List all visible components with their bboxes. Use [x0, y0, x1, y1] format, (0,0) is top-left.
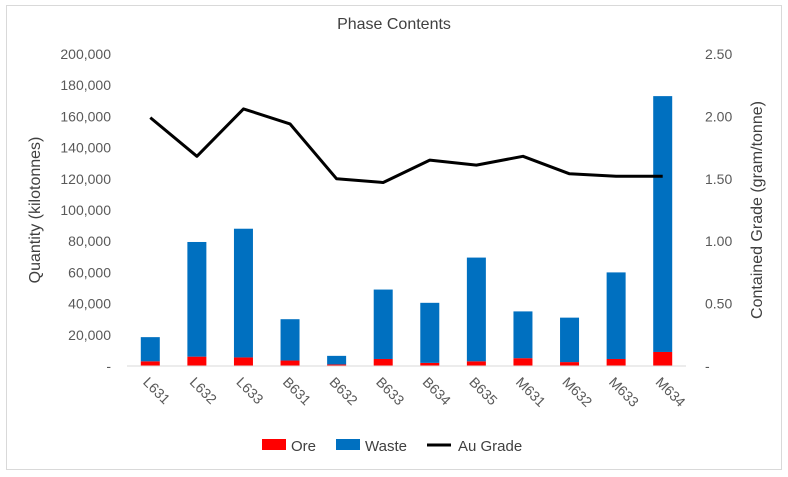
bar-ore: [513, 358, 533, 366]
bar-ore: [327, 364, 347, 366]
bar-series: [140, 96, 673, 366]
x-tick-label: B634: [420, 374, 455, 409]
au-grade-line-series: [149, 107, 663, 184]
x-axis-ticks: L631 L632 L633 B631 B632 B633 B634 B635 M631 M632…: [140, 374, 689, 410]
y-tick-right-label: 2.00: [705, 108, 732, 124]
y-tick-left-label: 40,000: [68, 296, 111, 312]
x-tick-label: L631: [140, 374, 173, 407]
bar-ore: [653, 351, 673, 366]
bar-ore: [280, 360, 300, 366]
chart-frame: [6, 5, 782, 470]
bar-waste: [513, 311, 533, 359]
x-tick-label: B633: [373, 374, 408, 409]
x-tick-label: B631: [280, 374, 315, 409]
y-tick-right-label: 2.50: [705, 46, 732, 62]
bar-ore: [466, 361, 486, 366]
bar-waste: [466, 257, 486, 362]
y-tick-right-label: -: [705, 358, 710, 374]
y-tick-left-label: 140,000: [60, 140, 111, 156]
x-tick-label: M632: [559, 374, 595, 410]
bar-waste: [373, 289, 393, 359]
bar-ore: [233, 357, 253, 366]
bar-waste: [653, 96, 673, 352]
bar-waste: [280, 319, 300, 361]
y-tick-left-label: 180,000: [60, 77, 111, 93]
bar-ore: [140, 361, 160, 366]
y-axis-title-right: Contained Grade (gram/tonne): [749, 101, 766, 319]
bar-ore: [187, 356, 207, 366]
bar-waste: [233, 228, 253, 358]
bar-waste: [420, 302, 440, 363]
legend-label-au-grade: Au Grade: [458, 438, 522, 455]
legend: Ore Waste Au Grade: [262, 438, 522, 455]
x-tick-label: L633: [233, 374, 266, 407]
y-axis-ticks-left: - 20,000 40,000 60,000 80,000 100,000 120,000 1…: [60, 46, 111, 374]
bar-waste: [560, 317, 580, 363]
x-tick-label: B635: [466, 374, 501, 409]
y-tick-left-label: 20,000: [68, 327, 111, 343]
bar-waste: [140, 337, 160, 362]
x-tick-label: M634: [653, 374, 689, 410]
x-tick-label: M631: [513, 374, 549, 410]
y-tick-left-label: 160,000: [60, 108, 111, 124]
y-tick-right-label: 1.00: [705, 233, 732, 249]
bar-waste: [327, 355, 347, 365]
bar-ore: [420, 362, 440, 366]
chart-title: Phase Contents: [337, 16, 451, 33]
y-tick-left-label: -: [106, 358, 111, 374]
y-axis-title-left: Quantity (kilotonnes): [27, 137, 44, 284]
y-tick-left-label: 100,000: [60, 202, 111, 218]
au-grade-line: [149, 107, 663, 184]
bar-ore: [560, 362, 580, 366]
y-tick-left-label: 60,000: [68, 264, 111, 280]
legend-label-waste: Waste: [365, 438, 407, 455]
y-tick-right-label: 1.50: [705, 171, 732, 187]
x-tick-label: L632: [187, 374, 220, 407]
x-tick-label: M633: [606, 374, 642, 410]
y-tick-right-label: 0.50: [705, 296, 732, 312]
legend-swatch-waste: [336, 439, 360, 450]
bar-ore: [606, 358, 626, 366]
legend-label-ore: Ore: [291, 438, 316, 455]
bar-ore: [373, 358, 393, 366]
y-tick-left-label: 80,000: [68, 233, 111, 249]
y-tick-left-label: 120,000: [60, 171, 111, 187]
y-tick-left-label: 200,000: [60, 46, 111, 62]
legend-swatch-ore: [262, 439, 286, 450]
bar-waste: [187, 241, 207, 357]
bar-waste: [606, 272, 626, 359]
x-tick-label: B632: [327, 374, 362, 409]
y-axis-ticks-right: - 0.50 1.00 1.50 2.00 2.50: [705, 46, 732, 374]
